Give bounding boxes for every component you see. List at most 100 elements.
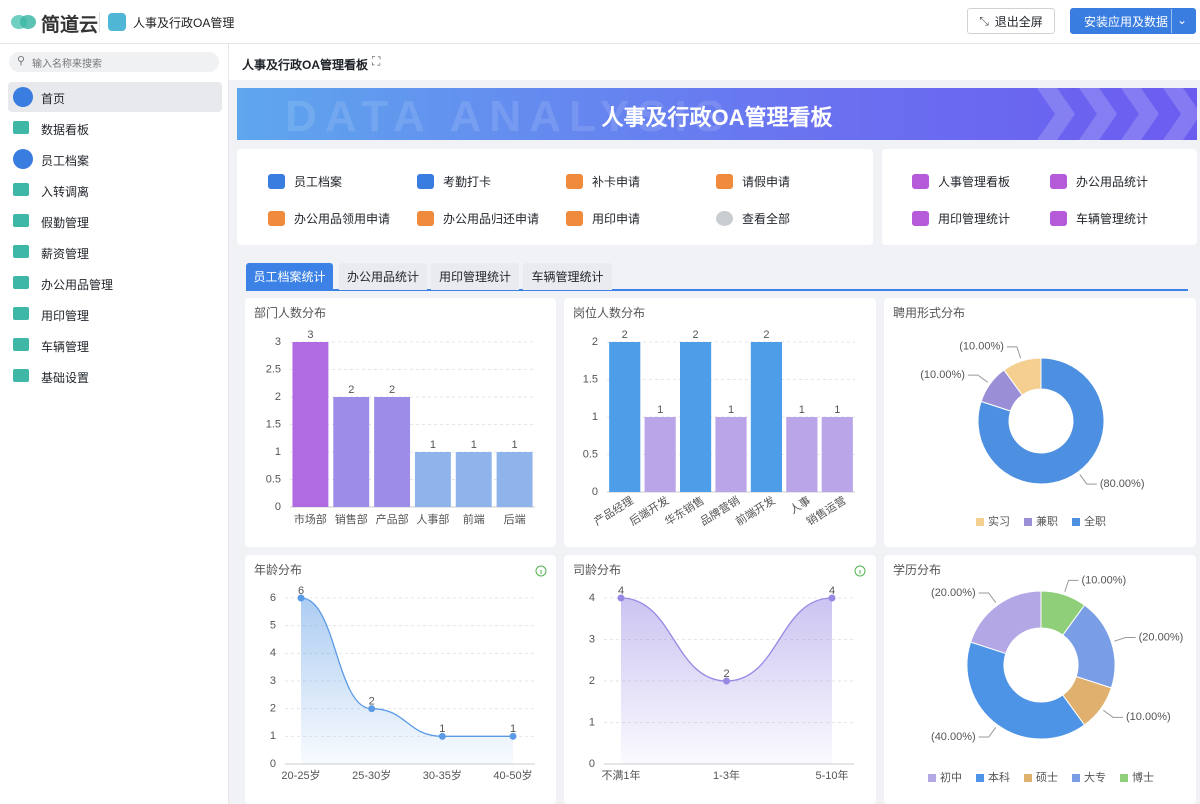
logo-icon (11, 15, 36, 29)
shortcut-icon (716, 210, 733, 226)
sidebar-item[interactable]: 数据看板 (8, 113, 222, 143)
shortcut-label: 用印申请 (592, 211, 641, 226)
legend-swatch (976, 518, 984, 526)
sidebar-item[interactable]: 首页 (8, 82, 222, 112)
leader-line (967, 374, 988, 383)
sidebar-item[interactable]: 办公用品管理 (8, 268, 222, 298)
sidebar-label: 员工档案 (41, 154, 90, 168)
slice (977, 357, 1105, 485)
legend: 实习 兼职 全职 (976, 514, 1106, 528)
exit-fullscreen-button[interactable]: ⤡ 退出全屏 (967, 8, 1055, 34)
y-tick-label: 1 (589, 716, 595, 728)
chart: 岗位人数分布 0 0.5 1 1.5 2 2 产品经理 1 后端开发 2 华东销售 1 品牌营销 2 前端开发… (573, 305, 855, 528)
data-label: 4 (618, 585, 624, 597)
bar (374, 397, 411, 507)
tab-underline (246, 289, 1188, 291)
y-tick-label: 5 (270, 620, 276, 632)
chart-title: 聘用形式分布 (893, 306, 965, 320)
shortcut-link[interactable]: 员工档案 (268, 172, 342, 190)
leader-line (1079, 474, 1097, 485)
report-link[interactable]: 办公用品统计 (1050, 172, 1148, 190)
y-tick-label: 6 (270, 592, 276, 604)
shortcut-link[interactable]: 考勤打卡 (417, 172, 491, 190)
app-name[interactable]: 人事及行政OA管理 (133, 16, 235, 30)
sidebar-label: 假勤管理 (41, 216, 90, 230)
shortcut-link[interactable]: 请假申请 (716, 172, 790, 190)
shortcut-link[interactable]: 补卡申请 (566, 172, 640, 190)
y-tick-label: 0 (589, 758, 595, 770)
point (509, 732, 517, 740)
legend-swatch (1024, 774, 1032, 782)
data-label: (80.00%) (1100, 478, 1145, 490)
tab[interactable]: 办公用品统计 (339, 263, 427, 290)
sidebar-item[interactable]: 员工档案 (8, 144, 222, 174)
chart-title: 岗位人数分布 (573, 305, 645, 320)
sidebar-icon (13, 214, 29, 227)
data-label: 2 (348, 384, 354, 396)
chart-title: 司龄分布 (573, 563, 621, 577)
x-tick-label: 市场部 (294, 512, 327, 526)
sidebar-item[interactable]: 用印管理 (8, 299, 222, 329)
data-label: 1 (471, 439, 477, 451)
slice (966, 641, 1086, 740)
button-label: 安装应用及数据 (1084, 14, 1169, 29)
tab[interactable]: 用印管理统计 (431, 263, 519, 290)
report-icon (912, 210, 929, 226)
chart-title: 学历分布 (893, 562, 941, 577)
y-tick-label: 3 (275, 336, 281, 348)
sidebar-label: 首页 (41, 92, 66, 106)
bar (333, 397, 370, 507)
point (828, 594, 836, 602)
sidebar-item[interactable]: 车辆管理 (8, 330, 222, 360)
expand-icon[interactable]: ⛶ (372, 54, 381, 68)
bar (609, 342, 641, 492)
y-tick-label: 0 (592, 486, 598, 498)
leader-line (978, 592, 997, 603)
shortcut-link[interactable]: 用印申请 (566, 209, 640, 227)
shortcut-label: 员工档案 (294, 174, 343, 189)
sidebar-item[interactable]: 入转调离 (8, 175, 222, 205)
search-box[interactable]: ⚲ 输入名称来搜索 (9, 52, 219, 72)
shortcut-icon (417, 173, 434, 189)
shortcut-link[interactable]: 查看全部 (716, 209, 790, 227)
x-tick-label: 前端开发 (733, 493, 778, 528)
bar (644, 417, 676, 492)
chart: 年龄分布 0 1 2 3 4 5 6 6 20-25岁 2 25-30岁 1 30-35岁 1 40-50岁 (254, 563, 547, 782)
sidebar-item[interactable]: 薪资管理 (8, 237, 222, 267)
shortcut-label: 补卡申请 (592, 174, 641, 189)
y-tick-label: 2 (275, 391, 281, 403)
report-link[interactable]: 车辆管理统计 (1050, 209, 1148, 227)
chart: 部门人数分布 0 0.5 1 1.5 2 2.5 3 3 市场部 2 销售部 2 产品部 1 人事部 1 前端 1 后… (254, 305, 535, 526)
tab[interactable]: 车辆管理统计 (523, 263, 612, 290)
x-tick-label: 40-50岁 (493, 768, 532, 782)
report-icon (1050, 210, 1067, 226)
shortcut-link[interactable]: 办公用品归还申请 (417, 209, 539, 227)
bar (414, 452, 451, 507)
y-tick-label: 2 (592, 336, 598, 348)
bar (292, 342, 329, 507)
install-button[interactable]: 安装应用及数据 ⌄ (1070, 8, 1196, 34)
sidebar-icon (13, 307, 29, 320)
sidebar-item[interactable]: 假勤管理 (8, 206, 222, 236)
tab[interactable]: 员工档案统计 (246, 263, 333, 290)
y-tick-label: 3 (270, 675, 276, 687)
sidebar-item[interactable]: 基础设置 (8, 361, 222, 391)
y-tick-label: 1.5 (266, 418, 281, 430)
y-tick-label: 2.5 (266, 363, 281, 375)
x-tick-label: 20-25岁 (281, 768, 320, 782)
chart-card: 年龄分布 0 1 2 3 4 5 6 6 20-25岁 2 25-30岁 1 30-35岁 1 40-50岁 (245, 555, 556, 804)
shortcut-link[interactable]: 办公用品领用申请 (268, 209, 390, 227)
report-link[interactable]: 用印管理统计 (912, 209, 1010, 227)
x-tick-label: 不满1年 (601, 768, 640, 782)
bar (496, 452, 533, 507)
chart-title: 部门人数分布 (254, 305, 326, 320)
sidebar-icon (13, 183, 29, 196)
shortcut-panel (237, 149, 873, 245)
sidebar-label: 车辆管理 (41, 340, 90, 354)
sidebar-icon (13, 369, 29, 382)
report-label: 人事管理看板 (938, 174, 1011, 189)
y-tick-label: 2 (589, 675, 595, 687)
report-link[interactable]: 人事管理看板 (912, 172, 1010, 190)
legend: 初中 本科 硕士 大专 博士 (928, 770, 1154, 784)
divider (99, 12, 100, 32)
